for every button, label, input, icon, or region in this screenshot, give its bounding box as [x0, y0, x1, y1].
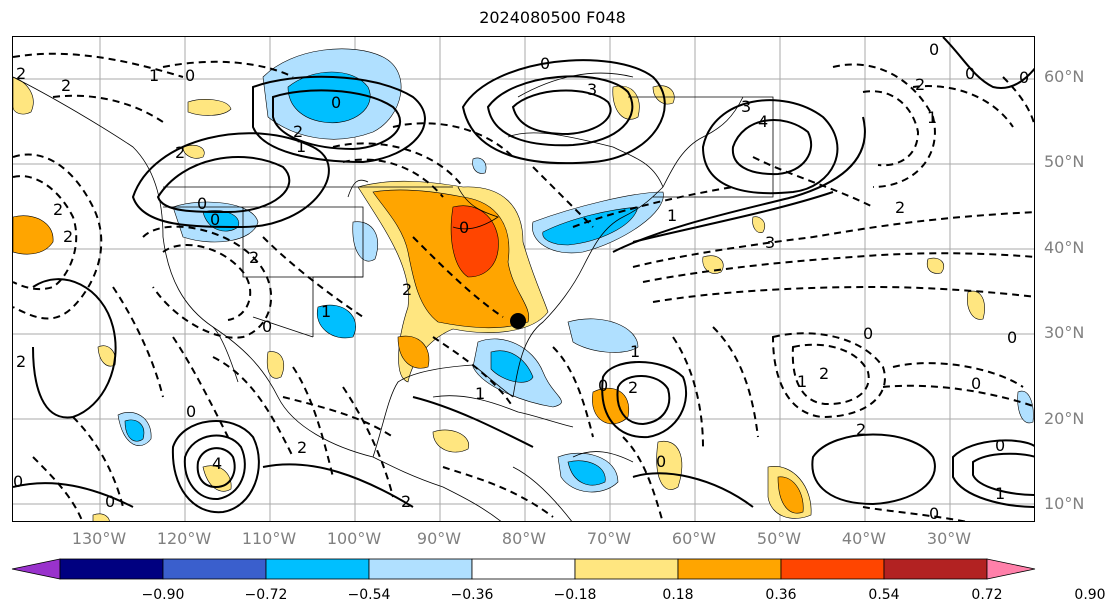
contour-label: 4 [758, 112, 768, 131]
colorbar-segment [59, 558, 164, 580]
colorbar-segment [471, 558, 576, 580]
lon-label: 60°W [671, 529, 717, 548]
contour-label: 2 [401, 492, 411, 511]
contour-label: 2 [915, 75, 925, 94]
colorbar-tick-label: −0.54 [347, 587, 391, 603]
contour-label: 2 [63, 227, 73, 246]
lon-label: 70°W [586, 529, 632, 548]
contour-label: 2 [293, 122, 303, 141]
lon-label: 80°W [501, 529, 547, 548]
colorbar-segment [780, 558, 885, 580]
lat-label: 50°N [1044, 152, 1085, 171]
contour-label: 0 [331, 93, 341, 112]
colorbar-tick-label: 0.72 [971, 587, 1003, 603]
lon-label: 30°W [926, 529, 972, 548]
chart-title: 2024080500 F048 [479, 8, 626, 27]
map-canvas: 2 2 1 0 2 0 0 2 1 0 0 3 3 4 0 0 2 1 0 2 … [13, 37, 1034, 522]
contour-label: 2 [856, 420, 866, 439]
contour-label: 2 [297, 438, 307, 457]
contour-label: 0 [929, 40, 939, 59]
contour-label: 1 [995, 484, 1005, 503]
colorbar-segment [677, 558, 782, 580]
lat-label: 10°N [1044, 494, 1085, 513]
contour-label: 1 [149, 66, 159, 85]
storm-center-marker [510, 313, 526, 329]
lat-label: 40°N [1044, 238, 1085, 257]
anomaly-shading [13, 48, 1034, 521]
contour-label: 1 [927, 108, 937, 127]
colorbar-extend-high [986, 558, 1036, 580]
contour-label: 0 [105, 492, 115, 511]
lon-label: 130°W [71, 529, 127, 548]
colorbar-tick-label: −0.36 [450, 587, 494, 603]
colorbar-extend-low [11, 558, 61, 580]
contour-label: 1 [797, 372, 807, 391]
contour-label: 4 [212, 454, 222, 473]
colorbar [11, 558, 1036, 580]
contour-label: 0 [863, 324, 873, 343]
lon-label: 100°W [326, 529, 382, 548]
contour-label: 0 [540, 54, 550, 73]
contour-label: 0 [197, 194, 207, 213]
contour-label: 2 [249, 248, 259, 267]
colorbar-segment [368, 558, 473, 580]
colorbar-tick-label: 0.18 [662, 587, 694, 603]
contour-label: 0 [13, 472, 23, 491]
coastlines [13, 72, 774, 521]
contour-label: 0 [929, 504, 939, 522]
colorbar-segment [883, 558, 988, 580]
colorbar-tick-label: −0.90 [141, 587, 185, 603]
contour-label: 1 [475, 384, 485, 403]
contour-label: 2 [16, 352, 26, 371]
colorbar-tick-label: 0.90 [1074, 587, 1105, 603]
negative-contours [13, 52, 1034, 521]
contour-label: 2 [16, 64, 26, 83]
contour-label: 2 [53, 200, 63, 219]
colorbar-tick-label: −0.18 [553, 587, 597, 603]
colorbar-segment [265, 558, 370, 580]
contour-label: 0 [186, 402, 196, 421]
contour-label: 2 [402, 280, 412, 299]
contour-label: 0 [995, 436, 1005, 455]
contour-label: 2 [895, 198, 905, 217]
weather-map-panel: 2 2 1 0 2 0 0 2 1 0 0 3 3 4 0 0 2 1 0 2 … [12, 36, 1035, 522]
contour-label: 1 [667, 206, 677, 225]
contour-label: 0 [1007, 328, 1017, 347]
lat-label: 60°N [1044, 67, 1085, 86]
colorbar-tick-label: −0.72 [244, 587, 288, 603]
contour-label: 2 [175, 143, 185, 162]
contour-label: 0 [965, 64, 975, 83]
lon-label: 50°W [756, 529, 802, 548]
contour-label: 0 [971, 374, 981, 393]
colorbar-tick-label: 0.36 [765, 587, 797, 603]
lon-label: 120°W [156, 529, 212, 548]
lat-label: 30°N [1044, 323, 1085, 342]
contour-label: 1 [296, 137, 306, 156]
contour-label: 3 [741, 97, 751, 116]
contour-label: 2 [628, 378, 638, 397]
contour-label: 1 [321, 302, 331, 321]
lon-label: 90°W [416, 529, 462, 548]
colorbar-segment [574, 558, 679, 580]
colorbar-segment [162, 558, 267, 580]
contour-label: 3 [587, 80, 597, 99]
contour-label: 3 [765, 233, 775, 252]
contour-label: 0 [185, 66, 195, 85]
colorbar-tick-label: 0.54 [868, 587, 900, 603]
contour-label: 0 [598, 376, 608, 395]
contour-label: 2 [61, 76, 71, 95]
contour-label: 0 [1019, 68, 1029, 87]
lat-label: 20°N [1044, 409, 1085, 428]
contour-label: 0 [210, 210, 220, 229]
lon-label: 110°W [241, 529, 297, 548]
contour-labels: 2 2 1 0 2 0 0 2 1 0 0 3 3 4 0 0 2 1 0 2 … [13, 40, 1029, 522]
contour-label: 0 [459, 218, 469, 237]
contour-label: 1 [630, 342, 640, 361]
contour-label: 2 [819, 364, 829, 383]
lon-label: 40°W [841, 529, 887, 548]
contour-label: 0 [262, 317, 272, 336]
contour-label: 0 [656, 452, 666, 471]
